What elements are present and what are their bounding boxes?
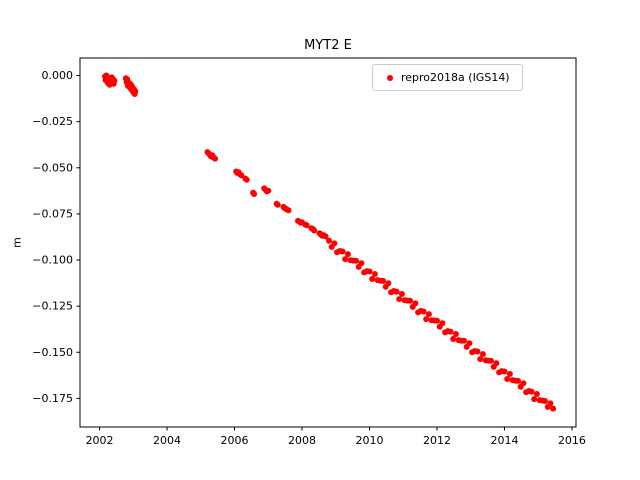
data-point — [533, 391, 540, 397]
data-point — [466, 340, 473, 347]
data-point — [238, 172, 245, 179]
data-point — [326, 237, 332, 244]
data-point — [493, 360, 500, 367]
y-tick-label: −0.150 — [32, 346, 73, 359]
data-point — [331, 240, 338, 247]
y-tick-label: −0.175 — [32, 392, 73, 405]
data-point — [474, 348, 481, 355]
x-tick-label: 2002 — [86, 434, 114, 447]
data-point — [506, 371, 513, 377]
data-point — [303, 222, 310, 229]
data-point — [479, 351, 486, 358]
data-point — [501, 368, 508, 375]
data-point — [550, 405, 557, 412]
data-point — [477, 356, 484, 363]
data-point — [452, 331, 459, 337]
data-point — [504, 376, 511, 382]
y-tick-label: −0.050 — [32, 161, 73, 174]
y-tick-label: −0.100 — [32, 254, 73, 267]
y-tick-label: 0.000 — [42, 69, 74, 82]
data-point — [396, 296, 403, 303]
data-point — [344, 251, 351, 258]
data-point — [285, 207, 292, 214]
legend-marker-dot — [387, 74, 393, 81]
data-point — [520, 380, 527, 387]
data-point — [420, 308, 427, 315]
data-point — [243, 176, 250, 183]
data-point — [385, 280, 392, 287]
data-point — [366, 268, 373, 275]
y-tick-label: −0.125 — [32, 300, 73, 313]
data-point — [547, 400, 554, 407]
y-tick-label: −0.075 — [32, 207, 73, 220]
data-point — [369, 276, 376, 282]
data-point — [447, 328, 454, 335]
data-point — [461, 337, 467, 344]
data-point — [515, 377, 521, 384]
data-point — [371, 271, 378, 277]
data-point — [425, 311, 432, 318]
y-axis-label: m — [10, 237, 24, 248]
data-point — [342, 256, 349, 263]
data-point — [212, 155, 218, 162]
data-point — [542, 398, 548, 404]
data-point — [353, 257, 359, 264]
data-point — [322, 233, 329, 240]
data-point — [434, 317, 440, 324]
legend: repro2018a (IGS14) — [372, 64, 523, 91]
data-point — [488, 357, 494, 364]
x-tick-label: 2006 — [221, 434, 249, 447]
data-point — [251, 191, 258, 197]
data-point — [132, 88, 139, 95]
data-point — [528, 388, 535, 395]
data-point — [380, 277, 386, 284]
x-tick-label: 2010 — [356, 434, 384, 447]
y-tick-label: −0.025 — [32, 115, 73, 128]
x-tick-label: 2016 — [558, 434, 586, 447]
axes-frame — [79, 57, 577, 428]
data-point — [412, 300, 419, 307]
x-tick-label: 2008 — [288, 434, 316, 447]
data-point — [339, 248, 346, 255]
data-point — [407, 297, 413, 304]
x-tick-label: 2012 — [423, 434, 451, 447]
data-point — [398, 291, 405, 297]
data-point — [423, 316, 430, 323]
data-point — [450, 336, 457, 342]
data-point — [111, 77, 118, 84]
x-tick-label: 2014 — [490, 434, 518, 447]
legend-label: repro2018a (IGS14) — [401, 71, 510, 84]
data-point — [274, 201, 281, 208]
chart-title: MYT2 E — [304, 38, 352, 53]
data-point — [439, 320, 446, 327]
data-point — [311, 227, 318, 234]
x-tick-label: 2004 — [153, 434, 181, 447]
data-point — [531, 396, 538, 403]
data-point — [393, 288, 400, 295]
data-point — [358, 260, 365, 267]
data-point — [265, 187, 272, 194]
